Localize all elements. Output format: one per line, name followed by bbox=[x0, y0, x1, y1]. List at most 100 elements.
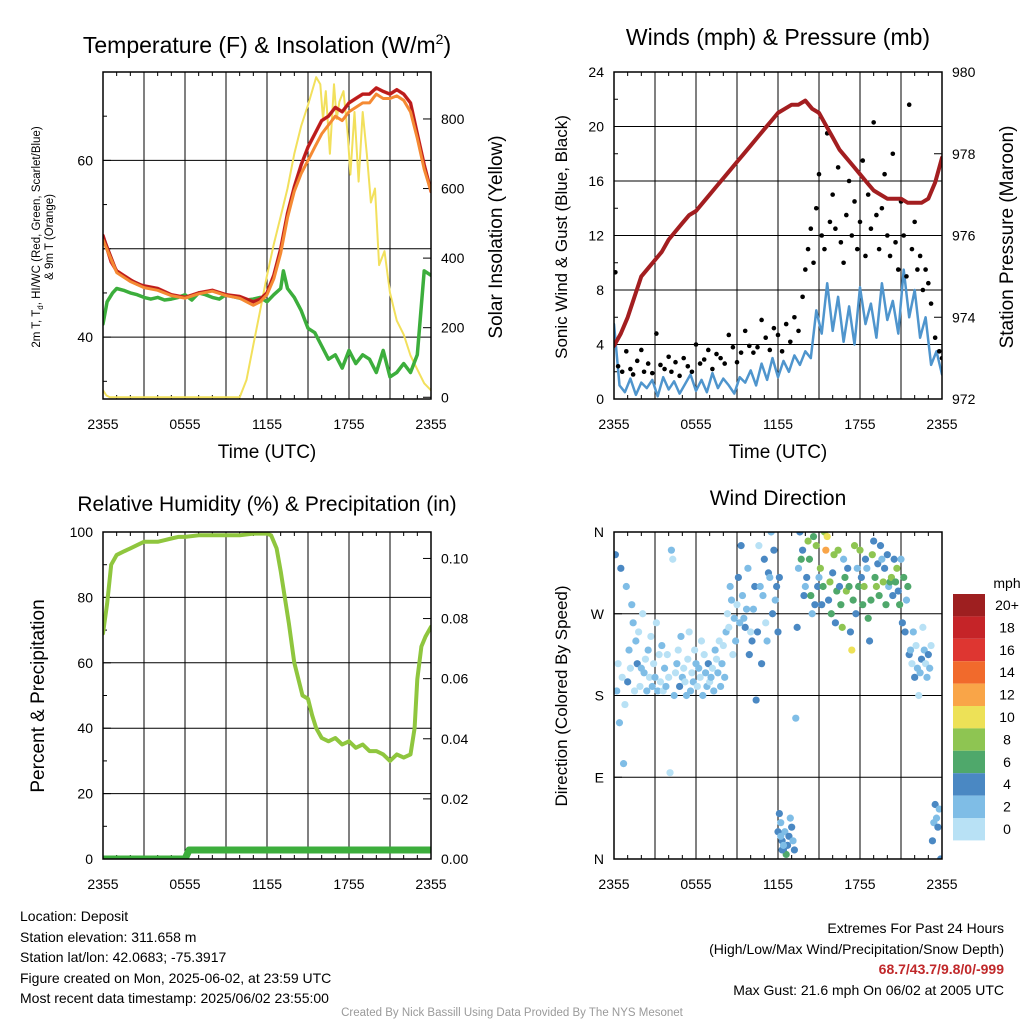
legend-swatch bbox=[953, 728, 985, 751]
x-tick-label: 0555 bbox=[169, 876, 200, 892]
gust-point bbox=[767, 347, 773, 353]
direction-point bbox=[688, 669, 696, 677]
gust-point bbox=[718, 355, 723, 361]
direction-point bbox=[771, 596, 779, 604]
direction-point bbox=[831, 619, 840, 627]
gust-point bbox=[779, 349, 785, 354]
direction-point bbox=[707, 673, 715, 681]
direction-point bbox=[896, 601, 904, 609]
direction-point bbox=[662, 682, 670, 691]
gust-point bbox=[693, 342, 699, 347]
credit-line: Created By Nick Bassill Using Data Provi… bbox=[341, 1007, 683, 1019]
gust-point bbox=[882, 171, 887, 177]
series-line-dewpoint bbox=[103, 269, 431, 379]
gust-point bbox=[701, 357, 707, 362]
humidity-y-axis-label: Percent & Precipitation bbox=[28, 599, 49, 792]
gust-point bbox=[813, 205, 819, 211]
direction-point bbox=[685, 628, 693, 636]
y-tick-label: N bbox=[594, 524, 604, 540]
x-tick-label: 1155 bbox=[763, 416, 793, 432]
speed-legend: 20+ 18 16 14 12 10 8 6 4 2 0 bbox=[953, 594, 1019, 841]
direction-point bbox=[909, 628, 917, 636]
direction-point bbox=[730, 614, 738, 622]
direction-point bbox=[770, 546, 778, 554]
direction-point bbox=[898, 619, 906, 627]
direction-point bbox=[915, 691, 923, 700]
plot-border bbox=[102, 71, 432, 400]
station-elevation: Station elevation: 311.658 m bbox=[20, 928, 197, 945]
y2-tick-label: 972 bbox=[952, 391, 976, 407]
direction-point bbox=[815, 573, 823, 582]
gust-point bbox=[863, 253, 868, 259]
gust-point bbox=[654, 331, 659, 336]
humidity-chart-title: Relative Humidity (%) & Precipitation (i… bbox=[77, 493, 456, 516]
plot-border bbox=[613, 71, 943, 400]
direction-point bbox=[901, 628, 909, 636]
direction-point bbox=[630, 687, 639, 695]
direction-point bbox=[808, 610, 816, 618]
gust-point bbox=[742, 328, 748, 334]
direction-point bbox=[775, 573, 783, 582]
x-tick-label: 1755 bbox=[844, 876, 875, 892]
direction-point bbox=[615, 719, 624, 727]
direction-point bbox=[684, 655, 692, 663]
x-tick-label: 1755 bbox=[333, 416, 364, 432]
gust-point bbox=[726, 332, 732, 338]
direction-point bbox=[926, 664, 934, 672]
gust-point bbox=[615, 364, 621, 369]
direction-point bbox=[900, 573, 908, 582]
direction-point bbox=[667, 546, 676, 554]
direction-point bbox=[693, 682, 701, 691]
direction-point bbox=[717, 682, 725, 691]
gust-point bbox=[857, 219, 863, 225]
direction-point bbox=[651, 673, 659, 681]
grid-lines bbox=[102, 531, 432, 860]
gust-point bbox=[747, 343, 752, 349]
direction-point bbox=[768, 610, 777, 618]
direction-point bbox=[879, 578, 887, 586]
direction-point bbox=[695, 664, 703, 672]
legend-label: 18 bbox=[999, 619, 1015, 635]
y-tick-label: N bbox=[594, 851, 604, 867]
direction-point bbox=[807, 591, 815, 600]
direction-point bbox=[804, 537, 812, 545]
legend-label: 6 bbox=[1003, 754, 1011, 770]
direction-point bbox=[758, 660, 766, 668]
direction-point bbox=[829, 569, 837, 577]
direction-point bbox=[626, 664, 635, 672]
direction-point bbox=[748, 637, 756, 645]
x-tick-label: 0555 bbox=[680, 876, 711, 892]
legend-swatch bbox=[953, 773, 985, 796]
direction-point bbox=[844, 564, 852, 572]
gust-point bbox=[926, 280, 931, 286]
x-tick-label: 2355 bbox=[598, 416, 629, 432]
gust-point bbox=[763, 335, 768, 340]
direction-point bbox=[801, 582, 809, 591]
direction-point bbox=[872, 582, 881, 591]
direction-point bbox=[777, 832, 785, 840]
max-gust: Max Gust: 21.6 mph On 06/02 at 2005 UTC bbox=[733, 981, 1004, 998]
direction-point bbox=[680, 664, 688, 672]
x-tick-label: 1155 bbox=[252, 416, 282, 432]
direction-point bbox=[665, 673, 673, 681]
direction-point bbox=[751, 582, 759, 591]
direction-point bbox=[816, 564, 824, 572]
temperature-chart-title: Temperature (F) & Insolation (W/m2) bbox=[83, 31, 451, 58]
gust-point bbox=[932, 335, 938, 340]
gust-point bbox=[879, 205, 885, 211]
direction-point bbox=[865, 637, 874, 645]
legend-label: 20+ bbox=[995, 597, 1019, 613]
direction-point bbox=[889, 591, 897, 600]
direction-point bbox=[799, 546, 807, 554]
y-tick-label: 60 bbox=[77, 152, 93, 168]
direction-point bbox=[625, 646, 633, 654]
series-line-precip bbox=[103, 846, 431, 859]
direction-point bbox=[618, 673, 626, 681]
series-line-insolation bbox=[103, 76, 431, 399]
direction-point bbox=[738, 591, 747, 600]
direction-point bbox=[840, 555, 848, 563]
y2-tick-label: 600 bbox=[441, 181, 465, 197]
gust-point bbox=[890, 151, 896, 157]
direction-point bbox=[856, 546, 864, 554]
gust-point bbox=[800, 294, 805, 300]
